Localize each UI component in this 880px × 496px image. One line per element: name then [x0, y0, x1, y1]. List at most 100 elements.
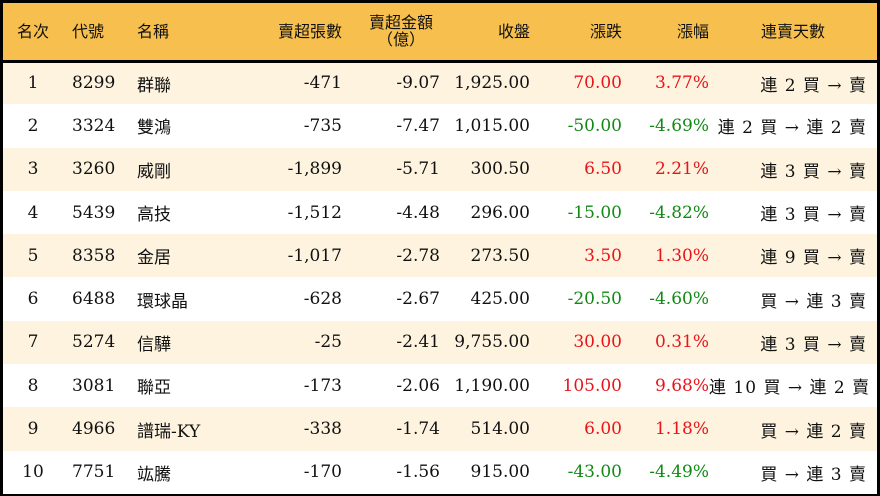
cell-net-sell-volume: -735 — [303, 115, 342, 136]
table-row: 8 3081 聯亞 -173 -2.06 1,190.00 105.00 9.6… — [3, 364, 877, 408]
cell-streak: 連 3 買 → 賣 — [760, 161, 867, 182]
table-row: 4 5439 高技 -1,512 -4.48 296.00 -15.00 -4.… — [3, 190, 877, 235]
cell-net-sell-amount: -2.06 — [396, 375, 440, 396]
table-row: 10 7751 竑騰 -170 -1.56 915.00 -43.00 -4.4… — [3, 450, 877, 494]
cell-name: 金居 — [137, 248, 171, 269]
cell-close: 1,925.00 — [454, 73, 530, 94]
cell-streak: 連 2 買 → 賣 — [760, 75, 867, 96]
cell-code: 5274 — [72, 332, 116, 353]
cell-change: 70.00 — [573, 73, 622, 94]
cell-rank: 8 — [27, 375, 39, 396]
cell-change-pct: 3.77% — [654, 73, 709, 94]
cell-name: 群聯 — [137, 75, 171, 96]
cell-change-pct: -4.82% — [649, 202, 709, 223]
header-close: 收盤 — [440, 3, 530, 63]
cell-net-sell-amount: -4.48 — [396, 202, 440, 223]
cell-rank: 7 — [27, 332, 39, 353]
cell-change-pct: 1.30% — [654, 245, 709, 266]
cell-code: 8299 — [72, 73, 116, 94]
cell-rank: 4 — [27, 202, 39, 223]
cell-streak: 買 → 連 2 賣 — [760, 421, 867, 442]
cell-net-sell-amount: -2.67 — [396, 289, 440, 310]
header-change: 漲跌 — [530, 3, 622, 63]
cell-net-sell-amount: -2.41 — [396, 332, 440, 353]
cell-net-sell-amount: -9.07 — [396, 73, 440, 94]
table-row: 3 3260 威剛 -1,899 -5.71 300.50 6.50 2.21%… — [3, 147, 877, 191]
cell-code: 3260 — [72, 159, 116, 180]
cell-code: 3081 — [72, 375, 116, 396]
net-sell-ranking-table: 名次 代號 名稱 賣超張數 賣超金額 （億） 收盤 漲跌 漲幅 連賣天數 1 8… — [3, 3, 877, 494]
cell-change: -15.00 — [567, 202, 622, 223]
cell-rank: 10 — [22, 462, 44, 483]
cell-net-sell-volume: -25 — [314, 332, 342, 353]
cell-name: 信驊 — [137, 334, 171, 355]
cell-change: 105.00 — [562, 375, 622, 396]
cell-net-sell-amount: -7.47 — [396, 115, 440, 136]
cell-streak: 連 3 買 → 賣 — [760, 205, 867, 226]
cell-rank: 5 — [27, 245, 39, 266]
cell-change-pct: 0.31% — [654, 332, 709, 353]
cell-close: 9,755.00 — [454, 332, 530, 353]
cell-code: 4966 — [72, 419, 116, 440]
cell-change-pct: 9.68% — [654, 375, 709, 396]
cell-name: 譜瑞-KY — [137, 421, 201, 442]
cell-change: -20.50 — [567, 289, 622, 310]
cell-rank: 3 — [27, 159, 39, 180]
cell-close: 273.50 — [470, 245, 530, 266]
cell-streak: 買 → 連 3 賣 — [760, 464, 867, 485]
cell-change: -50.00 — [567, 115, 622, 136]
cell-close: 915.00 — [470, 462, 530, 483]
cell-rank: 9 — [27, 419, 39, 440]
cell-streak: 連 3 買 → 賣 — [760, 334, 867, 355]
cell-streak: 買 → 連 3 賣 — [760, 291, 867, 312]
header-name: 名稱 — [129, 3, 239, 63]
header-row: 名次 代號 名稱 賣超張數 賣超金額 （億） 收盤 漲跌 漲幅 連賣天數 — [3, 3, 877, 63]
cell-change: 6.50 — [584, 159, 622, 180]
cell-net-sell-volume: -338 — [303, 419, 342, 440]
cell-close: 425.00 — [470, 289, 530, 310]
header-code: 代號 — [63, 3, 129, 63]
cell-close: 1,190.00 — [454, 375, 530, 396]
table-row: 9 4966 譜瑞-KY -338 -1.74 514.00 6.00 1.18… — [3, 407, 877, 451]
cell-change-pct: -4.69% — [649, 115, 709, 136]
header-net-sell-amount-line2: （億） — [376, 30, 425, 50]
cell-net-sell-volume: -1,512 — [287, 202, 342, 223]
cell-streak: 連 2 買 → 連 2 賣 — [717, 118, 867, 139]
cell-net-sell-volume: -1,017 — [287, 245, 342, 266]
cell-name: 雙鴻 — [137, 118, 171, 139]
cell-name: 聯亞 — [137, 378, 171, 399]
cell-change-pct: 1.18% — [654, 419, 709, 440]
cell-net-sell-amount: -2.78 — [396, 245, 440, 266]
cell-net-sell-amount: -1.56 — [396, 462, 440, 483]
header-net-sell-amount: 賣超金額 （億） — [342, 3, 440, 63]
table-row: 6 6488 環球晶 -628 -2.67 425.00 -20.50 -4.6… — [3, 277, 877, 321]
header-net-sell-volume: 賣超張數 — [239, 3, 342, 63]
table-row: 2 3324 雙鴻 -735 -7.47 1,015.00 -50.00 -4.… — [3, 104, 877, 148]
cell-net-sell-volume: -471 — [303, 73, 342, 94]
cell-streak: 連 9 買 → 賣 — [760, 248, 867, 269]
cell-close: 514.00 — [470, 419, 530, 440]
cell-rank: 6 — [27, 289, 39, 310]
cell-change-pct: 2.21% — [654, 159, 709, 180]
cell-net-sell-amount: -5.71 — [396, 159, 440, 180]
cell-change-pct: -4.49% — [649, 462, 709, 483]
cell-rank: 2 — [27, 115, 39, 136]
cell-net-sell-amount: -1.74 — [396, 419, 440, 440]
cell-net-sell-volume: -628 — [303, 289, 342, 310]
cell-code: 6488 — [72, 289, 116, 310]
cell-code: 3324 — [72, 115, 116, 136]
header-rank: 名次 — [3, 3, 63, 63]
table-row: 5 8358 金居 -1,017 -2.78 273.50 3.50 1.30%… — [3, 234, 877, 278]
cell-name: 竑騰 — [137, 464, 171, 485]
cell-streak: 連 10 買 → 連 2 賣 — [709, 378, 871, 399]
table-row: 1 8299 群聯 -471 -9.07 1,925.00 70.00 3.77… — [3, 61, 877, 105]
cell-close: 296.00 — [470, 202, 530, 223]
header-streak: 連賣天數 — [709, 3, 877, 63]
cell-change: 6.00 — [584, 419, 622, 440]
header-change-pct: 漲幅 — [622, 3, 709, 63]
cell-code: 8358 — [72, 245, 116, 266]
cell-net-sell-volume: -173 — [303, 375, 342, 396]
cell-change: 3.50 — [584, 245, 622, 266]
cell-close: 1,015.00 — [454, 115, 530, 136]
